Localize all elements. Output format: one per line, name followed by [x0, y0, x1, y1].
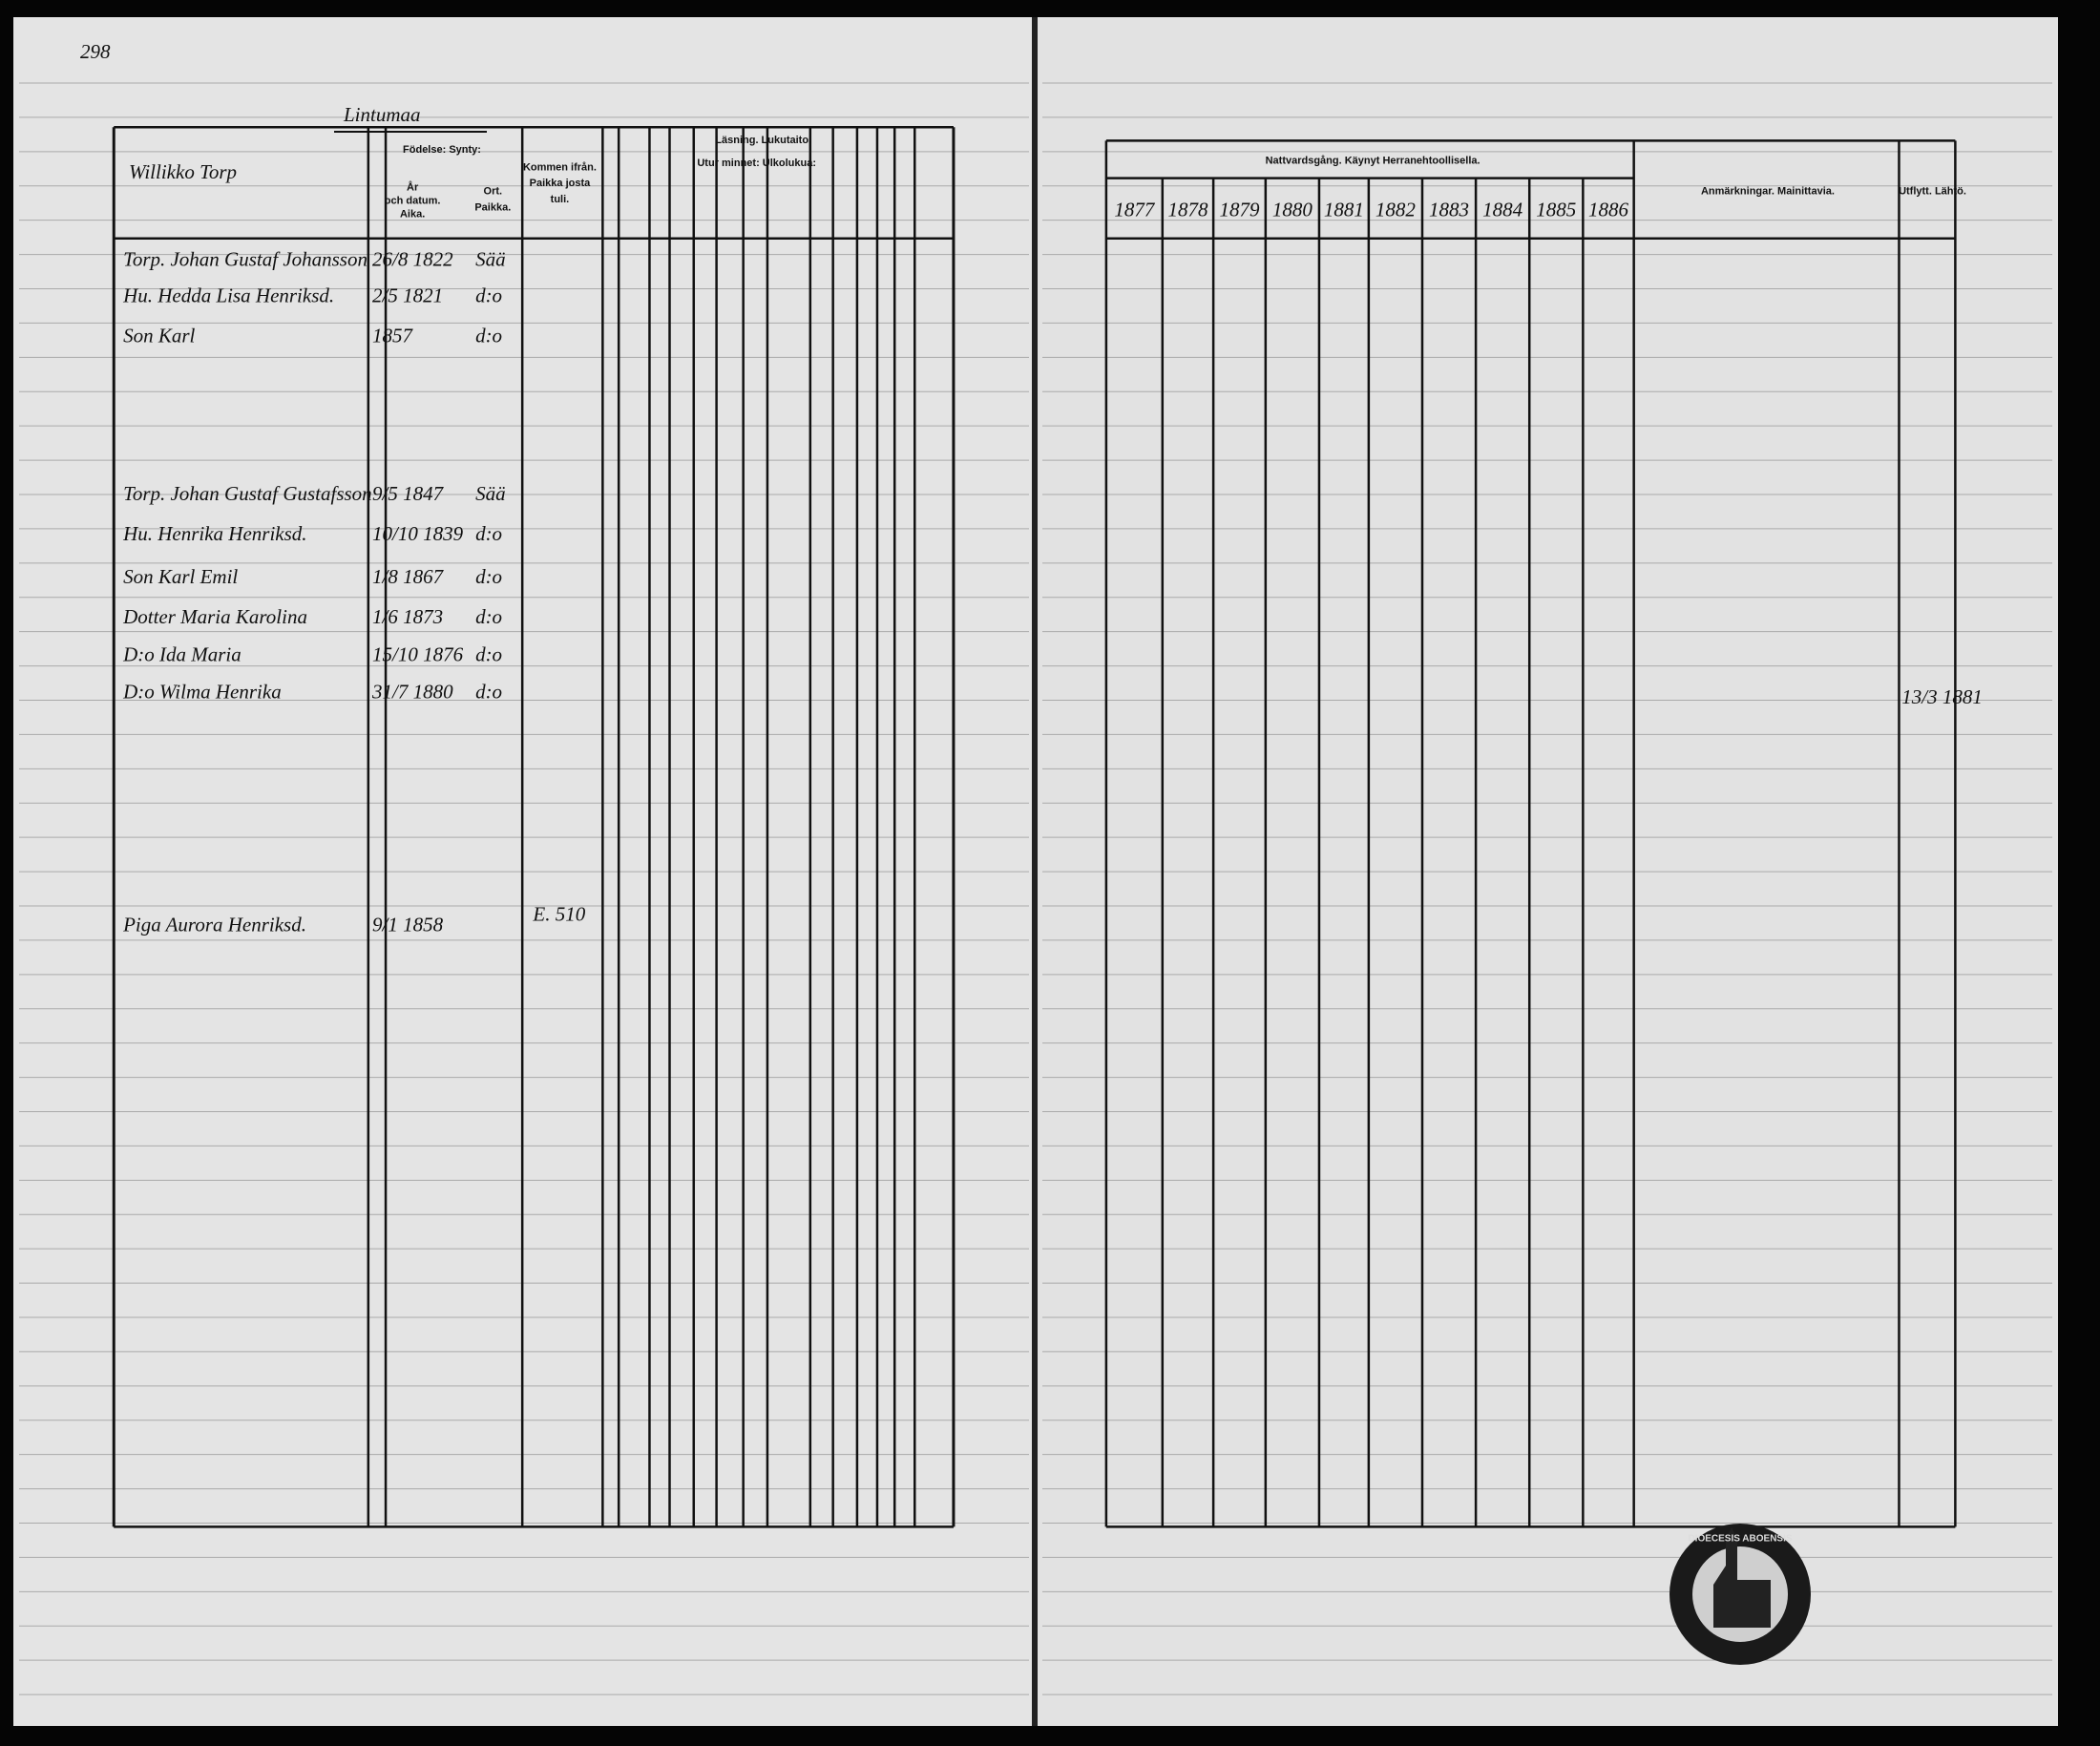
birth-place: d:o: [475, 642, 502, 665]
birth-place: Sää: [475, 247, 506, 270]
birth-place: d:o: [475, 565, 502, 588]
column-header: Ort.: [484, 186, 503, 198]
person-name: Son Karl Emil: [123, 565, 238, 588]
year-header: 1877: [1114, 198, 1156, 221]
column-header: Paikka.: [474, 201, 511, 213]
farm: Willikko Torp: [129, 160, 237, 183]
column-header: Paikka josta: [530, 178, 591, 189]
year-header: 1881: [1324, 198, 1364, 221]
birth-date: 9/1 1858: [372, 914, 444, 936]
person-name: D:o Ida Maria: [122, 642, 242, 665]
year-header: 1883: [1429, 198, 1469, 221]
column-header: Utur minnet: Ulkolukua:: [697, 158, 816, 169]
person-name: Torp. Johan Gustaf Gustafsson: [123, 482, 372, 505]
came-from: E. 510: [532, 902, 585, 925]
birth-date: 1857: [372, 324, 414, 347]
column-header: Anmärkningar. Mainittavia.: [1701, 186, 1835, 198]
column-header: Läsning. Lukutaito.: [715, 135, 811, 146]
column-header: och datum.: [385, 195, 441, 206]
birth-date: 31/7 1880: [371, 681, 453, 704]
year-header: 1884: [1482, 198, 1523, 221]
birth-date: 15/10 1876: [372, 642, 464, 665]
birth-place: d:o: [475, 284, 502, 306]
birth-date: 2/5 1821: [372, 284, 443, 306]
year-header: 1885: [1536, 198, 1576, 221]
birth-place: d:o: [475, 681, 502, 704]
ruled-lines: [19, 82, 2052, 1695]
person-name: Torp. Johan Gustaf Johansson: [123, 247, 368, 270]
person-name: Son Karl: [123, 324, 195, 347]
village: Lintumaa: [343, 103, 421, 126]
birth-place: d:o: [475, 605, 502, 628]
column-lines: [112, 126, 1957, 1528]
birth-place: d:o: [475, 522, 502, 545]
year-header: 1879: [1219, 198, 1260, 221]
birth-date: 1/8 1867: [372, 565, 445, 588]
birth-place: d:o: [475, 324, 502, 347]
person-name: Hu. Hedda Lisa Henriksd.: [122, 284, 334, 306]
birth-date: 1/6 1873: [372, 605, 443, 628]
birth-date: 9/5 1847: [372, 482, 445, 505]
person-name: Piga Aurora Henriksd.: [122, 914, 306, 936]
column-header: Födelse: Synty:: [403, 144, 481, 156]
church-icon: [1713, 1527, 1771, 1628]
page-number: 298: [80, 40, 111, 63]
stamp-text: DIOECESIS ABOENSIS: [1688, 1534, 1792, 1545]
column-header: Utflytt. Lähtö.: [1899, 186, 1966, 198]
column-header: Kommen ifrån.: [523, 161, 597, 173]
stamp: DIOECESIS ABOENSIS: [1670, 1524, 1811, 1665]
birth-date: 10/10 1839: [372, 522, 464, 545]
year-header: 1880: [1272, 198, 1313, 221]
year-header: 1882: [1376, 198, 1417, 221]
birth-place: Sää: [475, 482, 506, 505]
column-header: tuli.: [551, 194, 570, 205]
death-note: 13/3 1881: [1901, 685, 1983, 708]
year-header: 1878: [1167, 198, 1208, 221]
year-header: 1886: [1588, 198, 1629, 221]
column-header: Nattvardsgång. Käynyt Herranehtoollisell…: [1266, 155, 1480, 166]
person-name: Dotter Maria Karolina: [122, 605, 307, 628]
birth-date: 26/8 1822: [372, 247, 453, 270]
column-header: Aika.: [400, 208, 425, 220]
person-name: D:o Wilma Henrika: [122, 681, 282, 704]
column-header: År: [407, 180, 419, 193]
person-name: Hu. Henrika Henriksd.: [122, 522, 306, 545]
